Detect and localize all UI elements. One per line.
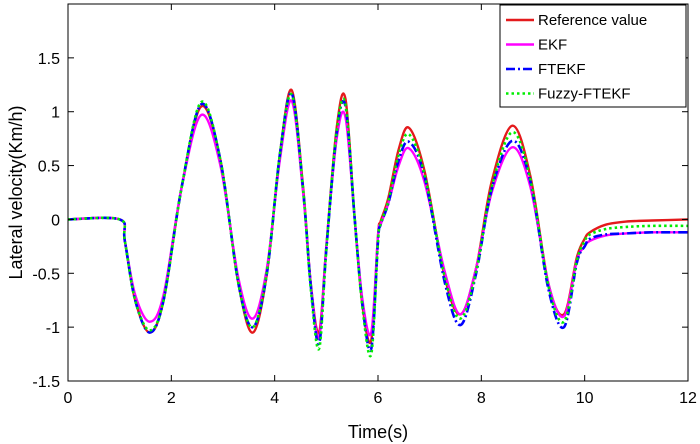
legend-entry: EKF — [538, 37, 567, 54]
legend: Reference value EKF FTEKF Fuzzy-FTEKF — [499, 4, 687, 108]
y-tick-label: -1.5 — [32, 374, 60, 391]
y-tick-label: 1 — [51, 105, 60, 122]
x-tick-label: 8 — [477, 390, 486, 407]
x-tick-label: 12 — [679, 390, 697, 407]
series-layer — [68, 88, 688, 358]
y-tick-label: 1.5 — [38, 51, 60, 68]
series-line-ekf — [68, 99, 688, 340]
tick-layer: 0 2 4 6 8 10 12 -1.5 -1 -0.5 0 0.5 1 1.5 — [32, 4, 697, 407]
x-tick-label: 10 — [576, 390, 594, 407]
legend-entry: FTEKF — [538, 61, 586, 78]
legend-entry: Reference value — [538, 12, 647, 29]
legend-entry: Fuzzy-FTEKF — [538, 86, 631, 103]
y-tick-label: -1 — [46, 320, 60, 337]
x-tick-label: 6 — [374, 390, 383, 407]
x-tick-label: 2 — [167, 390, 176, 407]
y-axis-label: Lateral velocity(Km/h) — [6, 105, 26, 279]
y-tick-label: -0.5 — [32, 266, 60, 283]
x-tick-label: 0 — [64, 390, 73, 407]
x-axis-label: Time(s) — [348, 422, 408, 442]
y-tick-label: 0 — [51, 212, 60, 229]
legend-box — [499, 4, 687, 108]
x-tick-label: 4 — [270, 390, 279, 407]
y-tick-label: 0.5 — [38, 159, 60, 176]
